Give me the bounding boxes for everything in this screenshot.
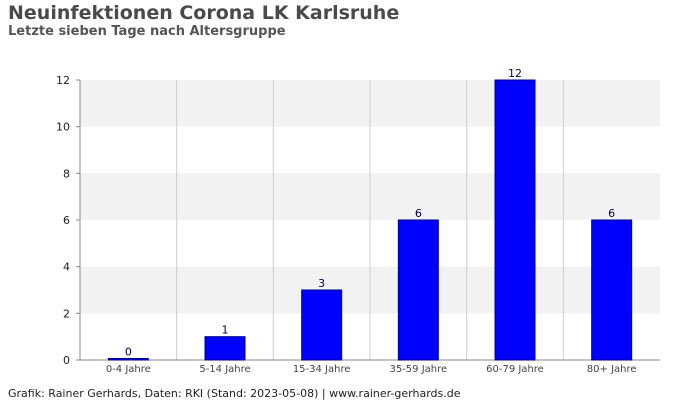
y-tick-label: 12 <box>56 74 70 87</box>
y-tick-label: 8 <box>63 167 70 180</box>
x-tick-label: 60-79 Jahre <box>486 364 544 375</box>
bar <box>397 219 439 361</box>
y-tick-label: 2 <box>63 307 70 320</box>
chart-subtitle: Letzte sieben Tage nach Altersgruppe <box>8 24 286 39</box>
x-tick-label: 5-14 Jahre <box>199 364 250 375</box>
bar-value-label: 0 <box>125 346 132 359</box>
x-tick-label: 35-59 Jahre <box>389 364 447 375</box>
bar-value-label: 1 <box>222 324 229 337</box>
bar <box>204 336 246 361</box>
x-tick-label: 80+ Jahre <box>587 364 637 375</box>
bar-value-label: 12 <box>508 67 522 80</box>
bar <box>301 289 343 361</box>
bar-value-label: 3 <box>318 277 325 290</box>
x-tick-label: 0-4 Jahre <box>106 364 151 375</box>
chart-title: Neuinfektionen Corona LK Karlsruhe <box>8 2 400 24</box>
y-tick-label: 6 <box>63 214 70 227</box>
bar <box>107 358 149 361</box>
bar-value-label: 6 <box>608 207 615 220</box>
x-tick-label: 15-34 Jahre <box>293 364 351 375</box>
y-tick-label: 0 <box>63 354 70 367</box>
bar <box>591 219 633 361</box>
y-tick-label: 4 <box>63 261 70 274</box>
bar <box>494 79 536 361</box>
bar-value-label: 6 <box>415 207 422 220</box>
footer-credits: Grafik: Rainer Gerhards, Daten: RKI (Sta… <box>8 387 461 400</box>
y-tick-label: 10 <box>56 121 70 134</box>
